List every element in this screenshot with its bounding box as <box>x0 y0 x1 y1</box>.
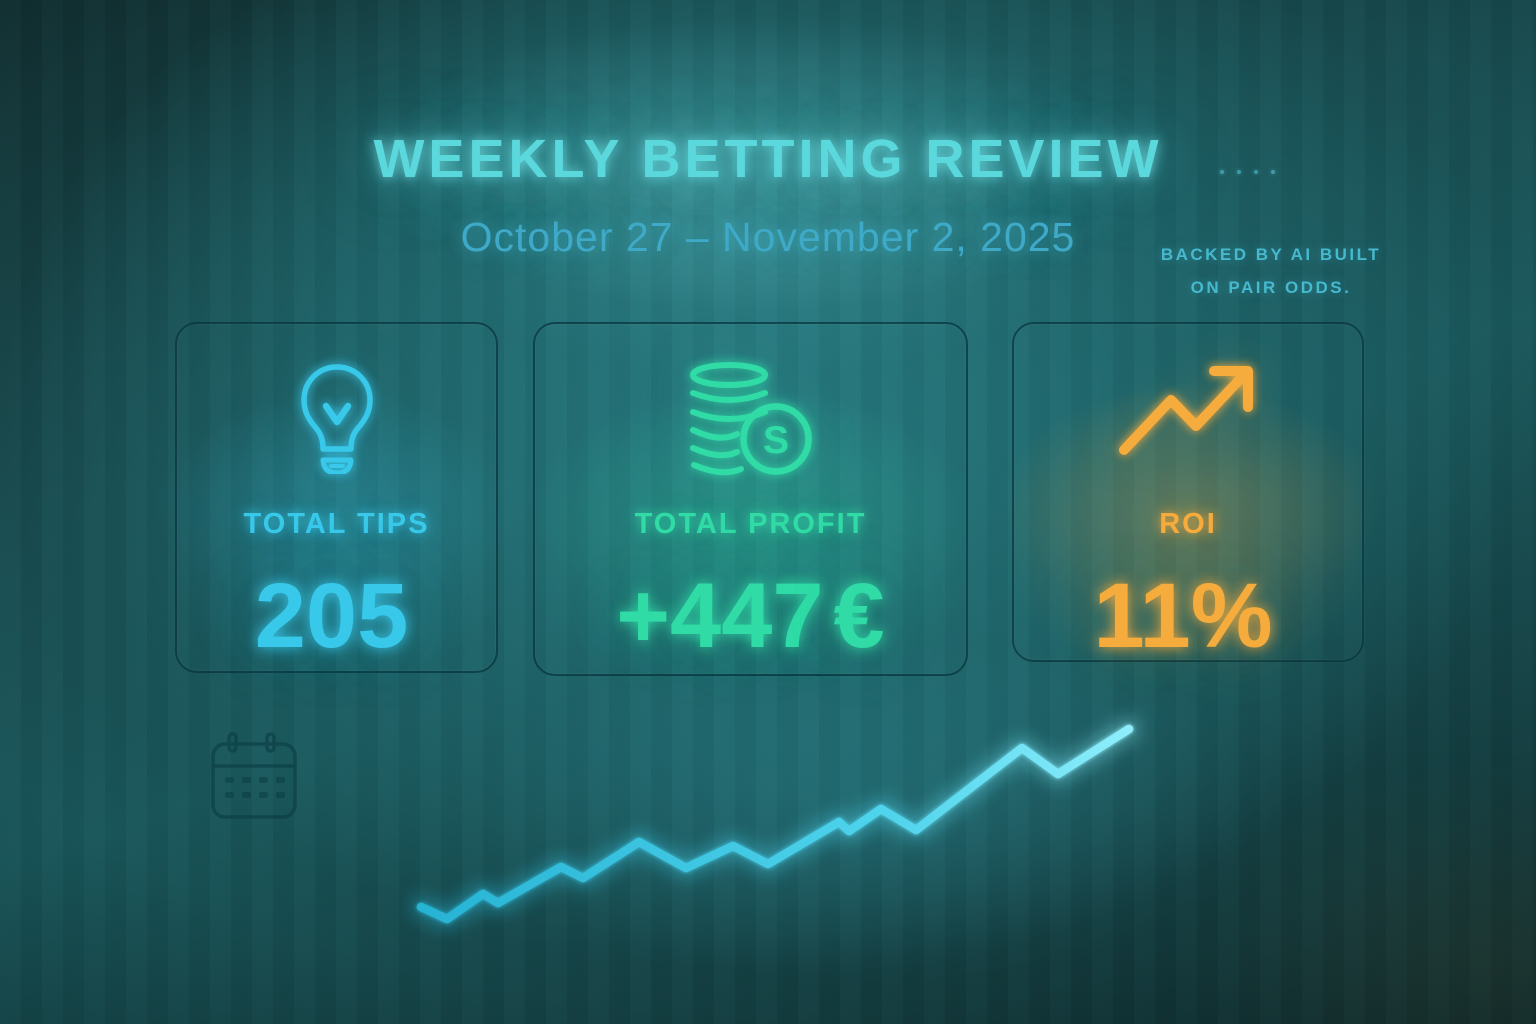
stat-card-total-tips: TOTAL TIPS 205 <box>175 322 498 673</box>
stat-value-number: +447 <box>616 565 824 667</box>
stat-value: 11% <box>1014 570 1362 662</box>
stat-value: 205 <box>177 570 496 662</box>
tagline: BACKED BY AI BUILT ON PAIR ODDS. <box>1146 238 1396 304</box>
calendar-icon <box>211 732 297 819</box>
stat-label: TOTAL PROFIT <box>634 508 867 540</box>
stat-value: +447 € <box>535 570 966 662</box>
stat-value-number: 11% <box>1093 565 1273 667</box>
lightbulb-icon <box>300 364 373 474</box>
stat-value-suffix: € <box>833 565 885 667</box>
page-title: WEEKLY BETTING REVIEW <box>373 129 1163 189</box>
dollar-sign-glyph: S <box>762 419 788 462</box>
title-trailing-dots <box>1220 170 1275 174</box>
stat-label: ROI <box>1159 508 1217 540</box>
stat-value-number: 205 <box>254 565 409 667</box>
stat-card-roi: ROI 11% <box>1012 322 1364 662</box>
stat-label: TOTAL TIPS <box>243 508 430 540</box>
tagline-line-2: ON PAIR ODDS. <box>1190 278 1352 297</box>
tagline-line-1: BACKED BY AI BUILT <box>1160 245 1382 264</box>
coins-icon: S <box>689 362 812 476</box>
stat-card-total-profit: S TOTAL PROFIT +447 € <box>533 322 968 676</box>
trending-up-icon <box>1119 366 1253 455</box>
